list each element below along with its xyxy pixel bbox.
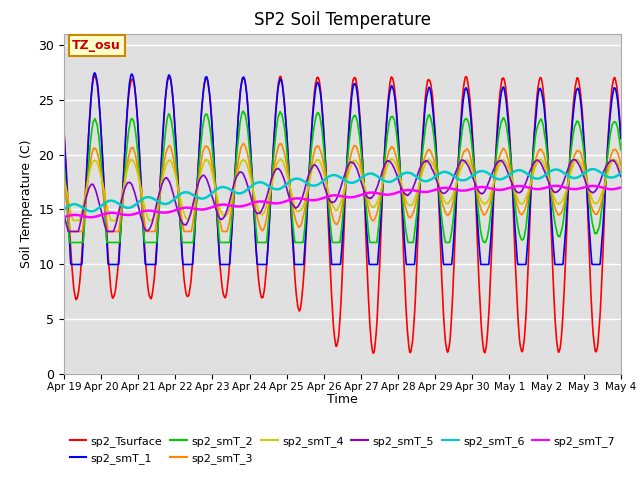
sp2_smT_5 <box>570 156 578 162</box>
sp2_smT_1 <box>359 166 367 172</box>
sp2_Tsurface <box>371 342 379 348</box>
sp2_smT_2 <box>359 168 367 173</box>
sp2_smT_5 <box>60 212 68 218</box>
Line: sp2_smT_1: sp2_smT_1 <box>64 73 621 264</box>
sp2_smT_7 <box>359 192 367 197</box>
sp2_smT_4 <box>216 204 223 210</box>
sp2_smT_2 <box>216 237 223 243</box>
sp2_smT_1 <box>568 123 576 129</box>
Line: sp2_smT_2: sp2_smT_2 <box>64 111 621 242</box>
sp2_smT_7 <box>371 190 379 196</box>
sp2_Tsurface <box>370 350 378 356</box>
sp2_smT_6 <box>584 168 591 174</box>
sp2_smT_2 <box>617 147 625 153</box>
sp2_smT_2 <box>371 240 379 245</box>
sp2_smT_1 <box>584 197 591 203</box>
sp2_Tsurface <box>568 117 576 122</box>
sp2_smT_4 <box>371 203 379 208</box>
sp2_smT_5 <box>216 215 223 221</box>
sp2_smT_7 <box>60 215 68 220</box>
sp2_smT_3 <box>67 228 74 234</box>
Line: sp2_smT_4: sp2_smT_4 <box>64 159 621 220</box>
sp2_Tsurface <box>91 73 99 79</box>
sp2_smT_1 <box>617 136 625 142</box>
Line: sp2_smT_3: sp2_smT_3 <box>64 144 621 231</box>
sp2_smT_6 <box>371 172 379 178</box>
sp2_Tsurface <box>617 132 625 137</box>
sp2_Tsurface <box>216 255 223 261</box>
sp2_Tsurface <box>584 204 591 209</box>
sp2_smT_7 <box>617 185 625 191</box>
Title: SP2 Soil Temperature: SP2 Soil Temperature <box>254 11 431 29</box>
sp2_smT_7 <box>504 185 512 191</box>
sp2_smT_6 <box>60 207 68 213</box>
sp2_smT_4 <box>70 217 77 223</box>
sp2_smT_5 <box>65 228 72 234</box>
sp2_smT_5 <box>584 184 591 190</box>
sp2_smT_3 <box>617 162 625 168</box>
sp2_smT_2 <box>584 182 591 188</box>
sp2_smT_6 <box>216 185 223 191</box>
sp2_smT_4 <box>584 181 591 187</box>
sp2_smT_4 <box>60 175 68 180</box>
sp2_smT_6 <box>359 174 367 180</box>
Y-axis label: Soil Temperature (C): Soil Temperature (C) <box>20 140 33 268</box>
sp2_smT_3 <box>239 141 247 146</box>
Legend: sp2_Tsurface, sp2_smT_1, sp2_smT_2, sp2_smT_3, sp2_smT_4, sp2_smT_5, sp2_smT_6, : sp2_Tsurface, sp2_smT_1, sp2_smT_2, sp2_… <box>70 436 615 464</box>
sp2_smT_1 <box>216 259 223 264</box>
sp2_smT_1 <box>371 262 379 267</box>
sp2_smT_3 <box>60 174 68 180</box>
sp2_smT_2 <box>66 240 74 245</box>
sp2_smT_6 <box>504 172 512 178</box>
sp2_smT_7 <box>552 183 560 189</box>
sp2_Tsurface <box>359 157 367 163</box>
sp2_smT_1 <box>67 262 75 267</box>
sp2_smT_3 <box>359 175 367 181</box>
sp2_smT_3 <box>216 216 223 222</box>
sp2_smT_6 <box>88 208 95 214</box>
sp2_smT_6 <box>568 175 575 180</box>
sp2_smT_1 <box>91 70 99 76</box>
Line: sp2_Tsurface: sp2_Tsurface <box>64 76 621 353</box>
sp2_smT_4 <box>359 177 367 183</box>
sp2_smT_4 <box>505 166 513 171</box>
sp2_smT_7 <box>584 184 591 190</box>
Line: sp2_smT_7: sp2_smT_7 <box>64 186 621 217</box>
sp2_Tsurface <box>505 117 513 123</box>
sp2_smT_2 <box>568 140 576 146</box>
sp2_Tsurface <box>60 128 68 133</box>
sp2_smT_7 <box>216 202 223 208</box>
sp2_smT_2 <box>60 162 68 168</box>
sp2_smT_1 <box>505 124 513 130</box>
Line: sp2_smT_5: sp2_smT_5 <box>64 159 621 231</box>
sp2_smT_5 <box>617 173 625 179</box>
sp2_smT_2 <box>505 139 513 144</box>
sp2_smT_5 <box>568 158 575 164</box>
sp2_smT_4 <box>617 168 625 174</box>
sp2_smT_3 <box>371 216 379 221</box>
sp2_smT_7 <box>87 215 95 220</box>
sp2_smT_5 <box>504 171 512 177</box>
sp2_smT_3 <box>584 183 591 189</box>
X-axis label: Time: Time <box>327 394 358 407</box>
sp2_smT_1 <box>60 130 68 136</box>
sp2_smT_4 <box>568 165 576 171</box>
sp2_smT_3 <box>568 160 576 166</box>
sp2_smT_4 <box>276 156 284 162</box>
sp2_smT_6 <box>588 166 596 172</box>
sp2_smT_5 <box>371 190 379 196</box>
sp2_smT_3 <box>505 158 513 164</box>
sp2_smT_2 <box>239 108 247 114</box>
sp2_smT_7 <box>568 186 576 192</box>
sp2_smT_5 <box>359 184 367 190</box>
sp2_smT_6 <box>617 170 625 176</box>
Line: sp2_smT_6: sp2_smT_6 <box>64 169 621 211</box>
Text: TZ_osu: TZ_osu <box>72 39 121 52</box>
